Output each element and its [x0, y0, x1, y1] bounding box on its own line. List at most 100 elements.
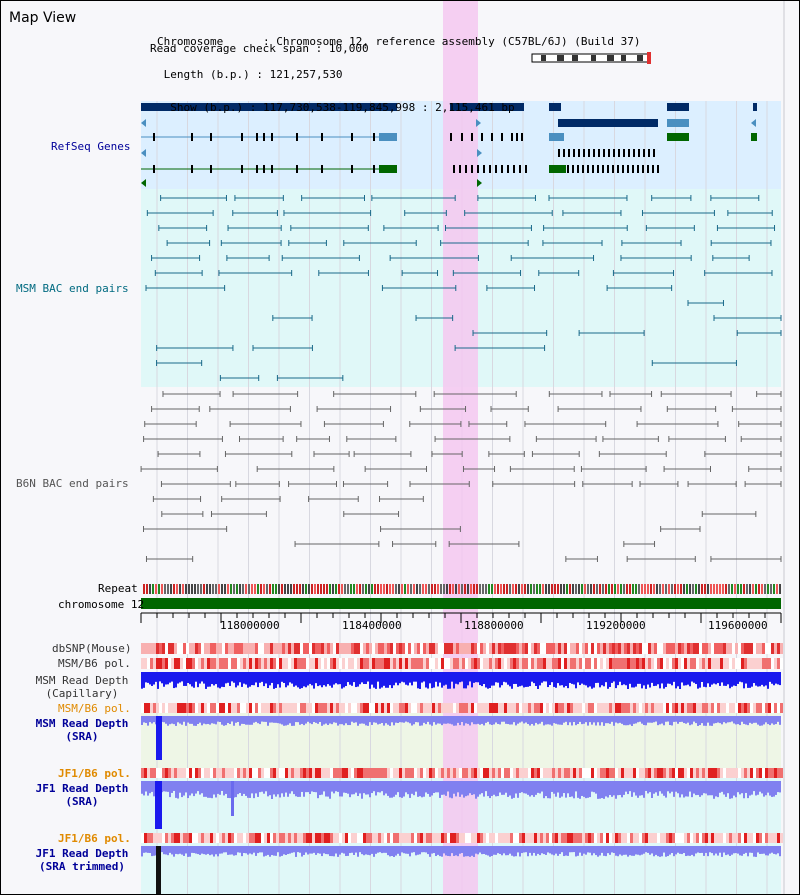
read-depth-bar: [197, 672, 199, 688]
read-depth-bar: [529, 672, 531, 687]
track-label-jf1-depth-sra[interactable]: JF1 Read Depth (SRA): [25, 782, 139, 808]
polymorphism-cell: [471, 703, 474, 713]
polymorphism-cell: [702, 658, 705, 669]
polymorphism-cell: [171, 768, 174, 778]
read-depth-bar: [199, 672, 201, 684]
polymorphism-cell: [525, 643, 528, 654]
track-label-msm-depth-sra[interactable]: MSM Read Depth (SRA): [25, 717, 139, 743]
track-label-jf1-b6-pol-2[interactable]: JF1/B6 pol.: [58, 832, 131, 845]
read-depth-bar: [207, 781, 209, 798]
read-depth-bar: [763, 781, 765, 797]
read-depth-bar: [595, 781, 597, 794]
read-depth-bar: [231, 716, 233, 722]
read-depth-bar: [285, 846, 287, 855]
polymorphism-cell: [357, 658, 360, 669]
read-depth-bar: [153, 846, 155, 856]
track-label-refseq[interactable]: RefSeq Genes: [51, 140, 131, 153]
read-depth-bar: [541, 672, 543, 683]
polymorphism-cell: [417, 833, 420, 843]
exon: [608, 149, 610, 157]
polymorphism-cell: [684, 703, 687, 713]
repeat-element: [575, 584, 577, 594]
track-label-msm-depth-capillary[interactable]: MSM Read Depth (Capillary): [25, 674, 139, 700]
read-depth-bar: [485, 672, 487, 688]
read-depth-bar: [281, 781, 283, 794]
read-depth-bar: [531, 716, 533, 724]
read-depth-bar: [577, 781, 579, 798]
polymorphism-cell: [519, 658, 522, 669]
polymorphism-cell: [300, 658, 303, 669]
track-label-repeat[interactable]: Repeat: [98, 582, 138, 595]
repeat-element: [737, 584, 739, 594]
read-depth-bar: [547, 716, 549, 725]
read-depth-bar: [673, 781, 675, 797]
polymorphism-cell: [318, 643, 321, 654]
read-depth-bar: [495, 846, 497, 855]
repeat-element: [170, 584, 172, 594]
read-depth-bar: [637, 846, 639, 855]
polymorphism-cell: [708, 833, 711, 843]
polymorphism-cell: [309, 768, 312, 778]
polymorphism-cell: [357, 768, 360, 778]
polymorphism-cell: [744, 643, 747, 654]
read-depth-bar: [549, 846, 551, 854]
read-depth-bar: [643, 846, 645, 854]
polymorphism-cell: [477, 703, 480, 713]
read-depth-bar: [581, 846, 583, 856]
repeat-element: [461, 584, 463, 594]
polymorphism-cell: [222, 703, 225, 713]
read-depth-bar: [477, 716, 479, 724]
repeat-element: [305, 584, 307, 594]
track-label-jf1-b6-pol[interactable]: JF1/B6 pol.: [58, 767, 131, 780]
read-depth-bar: [629, 846, 631, 856]
read-depth-bar: [149, 716, 151, 723]
polymorphism-cell: [507, 703, 510, 713]
polymorphism-cell: [366, 658, 369, 669]
read-depth-bar: [649, 672, 651, 688]
read-depth-bar: [551, 672, 553, 683]
track-label-msm-b6-pol-2[interactable]: MSM/B6 pol.: [58, 702, 131, 715]
track-label-b6n-bac[interactable]: B6N BAC end pairs: [16, 477, 129, 490]
exon: [481, 133, 483, 141]
polymorphism-cell: [414, 833, 417, 843]
read-depth-bar: [165, 672, 167, 685]
read-depth-bar: [705, 672, 707, 688]
read-depth-bar: [261, 781, 263, 792]
polymorphism-cell: [435, 643, 438, 654]
polymorphism-cell: [363, 658, 366, 669]
read-depth-bar: [289, 846, 291, 854]
read-depth-bar: [313, 846, 315, 853]
polymorphism-cell: [300, 703, 303, 713]
read-depth-bar: [605, 846, 607, 857]
read-depth-bar: [395, 716, 397, 723]
read-depth-bar: [777, 846, 779, 854]
polymorphism-cell: [447, 833, 450, 843]
read-depth-bar: [673, 716, 675, 722]
polymorphism-cell: [561, 658, 564, 669]
read-depth-bar: [731, 716, 733, 722]
polymorphism-cell: [723, 643, 726, 654]
track-label-msm-bac[interactable]: MSM BAC end pairs: [16, 282, 129, 295]
polymorphism-cell: [465, 768, 468, 778]
read-depth-bar: [401, 781, 403, 798]
polymorphism-cell: [375, 768, 378, 778]
polymorphism-cell: [315, 768, 318, 778]
track-label-jf1-depth-trimmed[interactable]: JF1 Read Depth (SRA trimmed): [25, 847, 139, 873]
polymorphism-cell: [192, 703, 195, 713]
repeat-element: [482, 584, 484, 594]
polymorphism-cell: [312, 703, 315, 713]
show-value: 117,730,538-119,845,998 : 2,115,461 bp: [262, 101, 515, 114]
polymorphism-cell: [387, 703, 390, 713]
track-label-msm-b6-pol[interactable]: MSM/B6 pol.: [58, 657, 131, 670]
track-label-dbsnp[interactable]: dbSNP(Mouse): [52, 642, 132, 655]
polymorphism-cell: [285, 833, 288, 843]
read-depth-bar: [281, 846, 283, 856]
polymorphism-cell: [426, 768, 429, 778]
polymorphism-cell: [414, 658, 417, 669]
read-depth-bar: [493, 846, 495, 855]
read-depth-bar: [385, 672, 387, 688]
read-depth-bar: [271, 716, 273, 723]
repeat-element: [752, 584, 754, 594]
read-depth-bar: [353, 781, 355, 795]
